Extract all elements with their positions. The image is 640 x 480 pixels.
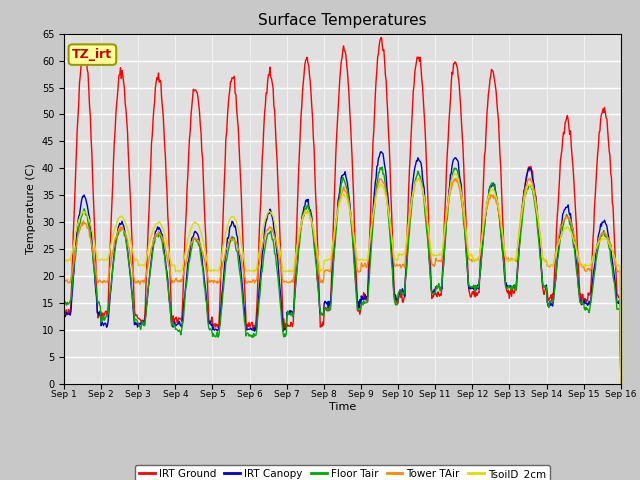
IRT Canopy [377,149,385,155]
IRT Canopy [184,260,192,265]
Title: Surface Temperatures: Surface Temperatures [258,13,427,28]
Tower TAir [70,255,78,261]
IRT Ground [617,381,625,387]
IRT Canopy [214,328,221,334]
TsoilD_2cm [451,171,458,177]
IRT Canopy [70,268,78,274]
Floor Tair [214,329,221,335]
Line: Tower TAir: Tower TAir [64,179,621,384]
Line: IRT Ground: IRT Ground [64,37,621,384]
Floor Tair [617,380,625,386]
IRT Ground [60,310,68,315]
Tower TAir [617,381,625,387]
IRT Ground [184,172,192,178]
TsoilD_2cm [127,242,135,248]
IRT Canopy [428,286,435,291]
TsoilD_2cm [617,381,625,387]
Floor Tair [378,164,386,170]
Line: IRT Canopy: IRT Canopy [64,152,621,383]
IRT Ground [70,214,78,219]
IRT Ground [378,35,385,40]
IRT Canopy [617,380,625,386]
IRT Canopy [60,311,68,316]
IRT Canopy [127,286,135,291]
IRT Ground [214,322,221,327]
X-axis label: Time: Time [329,402,356,412]
TsoilD_2cm [410,184,418,190]
Tower TAir [184,251,192,256]
Line: Floor Tair: Floor Tair [64,167,621,383]
Tower TAir [214,281,221,287]
Floor Tair [127,281,135,287]
Text: TZ_irt: TZ_irt [72,48,113,61]
IRT Ground [411,69,419,75]
Tower TAir [60,280,68,286]
IRT Canopy [411,165,419,171]
TsoilD_2cm [60,258,68,264]
Floor Tair [411,180,419,186]
IRT Ground [127,222,135,228]
TsoilD_2cm [426,241,434,247]
Legend: IRT Ground, IRT Canopy, Floor Tair, Tower TAir, TsoilD_2cm: IRT Ground, IRT Canopy, Floor Tair, Towe… [134,465,550,480]
TsoilD_2cm [184,237,192,242]
Y-axis label: Temperature (C): Temperature (C) [26,163,36,254]
Floor Tair [60,299,68,305]
TsoilD_2cm [214,268,221,274]
IRT Ground [428,278,435,284]
Tower TAir [452,176,460,181]
Tower TAir [127,261,135,266]
Tower TAir [426,250,434,256]
TsoilD_2cm [70,238,78,244]
Floor Tair [184,269,192,275]
Tower TAir [410,186,418,192]
Floor Tair [428,287,435,292]
Line: TsoilD_2cm: TsoilD_2cm [64,174,621,384]
Floor Tair [70,261,78,266]
